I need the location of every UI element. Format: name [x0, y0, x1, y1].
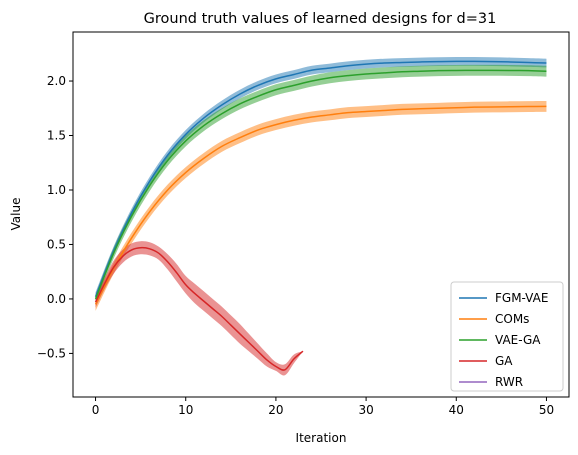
chart-title: Ground truth values of learned designs f… [144, 11, 497, 27]
legend-label: FGM-VAE [495, 291, 548, 305]
line-ga [94, 246, 304, 371]
plot-bands [95, 57, 547, 376]
x-tick-label: 50 [539, 403, 554, 417]
band-coms [95, 100, 547, 311]
line-fgm-vae [94, 60, 547, 298]
legend-label: GA [495, 354, 513, 368]
y-axis-label: Value [9, 198, 23, 231]
x-tick-label: 10 [178, 403, 193, 417]
y-tick-label: −0.5 [37, 346, 66, 360]
legend-label: COMs [495, 312, 529, 326]
x-axis: 0 10 20 30 40 50 [92, 397, 554, 417]
y-tick-label: 1.0 [47, 183, 66, 197]
band-fgm-vae [95, 57, 547, 302]
line-vae-ga [94, 69, 547, 300]
y-axis: −0.5 0.0 0.5 1.0 1.5 2.0 [37, 74, 73, 360]
plot-lines [94, 60, 547, 371]
x-tick-label: 40 [449, 403, 464, 417]
y-tick-label: 0.5 [47, 237, 66, 251]
band-ga [95, 241, 303, 376]
y-tick-label: 0.0 [47, 292, 66, 306]
x-tick-label: 20 [268, 403, 283, 417]
x-tick-label: 0 [92, 403, 100, 417]
y-tick-label: 1.5 [47, 129, 66, 143]
x-axis-label: Iteration [296, 431, 347, 445]
legend-box [450, 281, 564, 392]
band-vae-ga [95, 64, 547, 304]
axes-frame [72, 31, 570, 398]
legend: FGM-VAE COMs VAE-GA GA RWR [450, 281, 564, 392]
legend-items: FGM-VAE COMs VAE-GA GA RWR [459, 291, 548, 389]
x-tick-label: 30 [358, 403, 373, 417]
y-tick-label: 2.0 [47, 74, 66, 88]
legend-label: RWR [495, 375, 523, 389]
legend-label: VAE-GA [495, 333, 541, 347]
line-coms [94, 105, 547, 305]
